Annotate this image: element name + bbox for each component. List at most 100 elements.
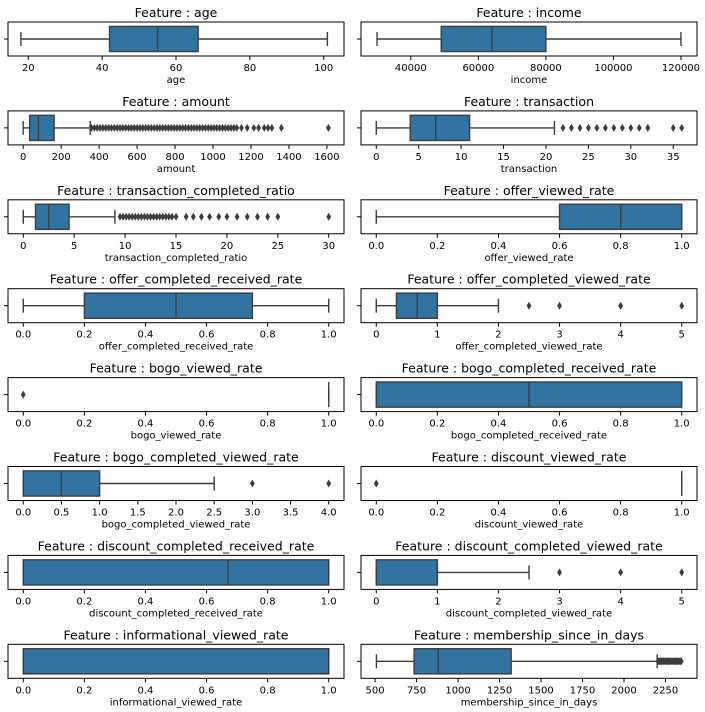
x-tick-label: 0.4 bbox=[138, 685, 154, 696]
x-tick-label: 0.8 bbox=[260, 596, 276, 607]
outlier-point bbox=[679, 123, 685, 132]
outlier-point bbox=[157, 212, 163, 221]
x-axis-label: age bbox=[167, 75, 186, 86]
outlier-point bbox=[134, 123, 140, 132]
chart-6: Feature : offer_completed_received_rate 0… bbox=[4, 272, 345, 353]
x-tick-label: 30 bbox=[624, 152, 637, 163]
outlier-point bbox=[275, 212, 281, 221]
outlier-point bbox=[132, 212, 138, 221]
chart-8: Feature : bogo_viewed_rate 0.0 0.2 0.4 0.6 0.… bbox=[4, 361, 345, 442]
chart-title: Feature : income bbox=[476, 5, 581, 20]
x-tick-label: 800 bbox=[166, 152, 185, 163]
chart-title: Feature : offer_viewed_rate bbox=[444, 183, 615, 198]
outlier-point bbox=[619, 123, 625, 132]
x-tick-label: 1.0 bbox=[674, 419, 690, 430]
x-tick-label: 120000 bbox=[662, 63, 700, 74]
x-tick-label: 500 bbox=[366, 685, 385, 696]
x-tick-label: 0.2 bbox=[429, 241, 445, 252]
outlier-point bbox=[151, 123, 157, 132]
x-tick-label: 4 bbox=[617, 330, 623, 341]
x-tick-label: 2000 bbox=[611, 685, 636, 696]
x-tick-label: 0.6 bbox=[552, 419, 568, 430]
outlier-point bbox=[120, 212, 126, 221]
outlier-point bbox=[138, 212, 144, 221]
outlier-point bbox=[207, 212, 212, 221]
outlier-point bbox=[151, 212, 156, 221]
x-tick-label: 30 bbox=[322, 241, 335, 252]
box-iqr bbox=[34, 203, 70, 231]
x-tick-label: 0.2 bbox=[429, 508, 445, 519]
outlier-point bbox=[154, 123, 160, 132]
x-tick-label: 15 bbox=[170, 241, 183, 252]
chart-title: Feature : discount_completed_received_ra… bbox=[38, 538, 315, 553]
x-tick-label: 20 bbox=[22, 63, 35, 74]
outlier-point bbox=[203, 123, 208, 132]
x-tick-label: 0.2 bbox=[429, 419, 445, 430]
x-tick-label: 1.0 bbox=[321, 419, 337, 430]
plot-frame bbox=[7, 377, 345, 413]
outlier-point bbox=[557, 568, 562, 577]
plot-frame bbox=[360, 466, 698, 501]
chart-3: Feature : transaction 0 5 10 15 20 25 30 35 trans… bbox=[357, 94, 698, 175]
x-tick-label: 1400 bbox=[276, 152, 301, 163]
outlier-point bbox=[679, 568, 685, 577]
outlier-point bbox=[326, 212, 332, 221]
outlier-point bbox=[148, 123, 154, 132]
x-tick-label: 25 bbox=[582, 152, 595, 163]
chart-title: Feature : offer_completed_received_rate bbox=[50, 272, 303, 287]
chart-7: Feature : offer_completed_viewed_rate 0 1 2… bbox=[357, 272, 698, 353]
x-axis-label: bogo_completed_viewed_rate bbox=[102, 520, 251, 531]
outlier-point bbox=[220, 123, 225, 132]
outlier-point bbox=[114, 123, 120, 132]
outlier-point bbox=[106, 123, 112, 132]
chart-title: Feature : transaction_completed_ratio bbox=[57, 183, 295, 198]
outlier-point bbox=[140, 123, 146, 132]
x-tick-label: 1.5 bbox=[130, 508, 146, 519]
outlier-point bbox=[131, 123, 137, 132]
outlier-point bbox=[111, 123, 117, 132]
x-axis-label: discount_completed_viewed_rate bbox=[446, 608, 612, 619]
x-tick-label: 4 bbox=[617, 596, 623, 607]
x-tick-label: 0.4 bbox=[138, 330, 154, 341]
x-tick-label: 1000 bbox=[200, 152, 225, 163]
outlier-point bbox=[123, 123, 129, 132]
x-tick-label: 0.4 bbox=[491, 241, 507, 252]
box-iqr bbox=[83, 292, 254, 319]
outlier-point bbox=[169, 212, 175, 221]
outlier-point bbox=[557, 301, 562, 310]
outlier-point bbox=[244, 212, 250, 221]
outlier-point bbox=[142, 212, 147, 221]
outlier-point bbox=[94, 123, 100, 132]
chart-title: Feature : offer_completed_viewed_rate bbox=[407, 272, 651, 287]
outlier-point bbox=[569, 123, 574, 132]
outlier-point bbox=[20, 390, 26, 399]
x-tick-label: 0.8 bbox=[260, 330, 276, 341]
box-iqr bbox=[375, 559, 439, 586]
chart-12: Feature : discount_completed_received_ra… bbox=[4, 538, 345, 619]
outlier-point bbox=[143, 123, 149, 132]
outlier-point bbox=[163, 123, 168, 132]
x-tick-label: 0.6 bbox=[199, 685, 215, 696]
chart-13: Feature : discount_completed_viewed_rate… bbox=[357, 538, 698, 619]
box-iqr bbox=[409, 114, 471, 142]
x-tick-label: 1 bbox=[434, 596, 440, 607]
outlier-point bbox=[146, 123, 151, 132]
x-tick-label: 0.6 bbox=[199, 419, 215, 430]
x-tick-label: 2.5 bbox=[206, 508, 222, 519]
outlier-point bbox=[239, 123, 244, 132]
outlier-point bbox=[166, 123, 171, 132]
x-tick-label: 15 bbox=[497, 152, 510, 163]
x-tick-label: 0.0 bbox=[15, 508, 31, 519]
outlier-point bbox=[265, 123, 271, 132]
x-axis-label: offer_viewed_rate bbox=[484, 253, 573, 264]
outlier-point bbox=[278, 123, 284, 132]
chart-title: Feature : membership_since_in_days bbox=[414, 627, 644, 642]
outlier-point bbox=[678, 657, 684, 666]
x-tick-label: 0.0 bbox=[368, 508, 384, 519]
outlier-point bbox=[199, 212, 204, 221]
x-tick-label: 20 bbox=[540, 152, 553, 163]
x-axis-label: discount_viewed_rate bbox=[475, 520, 583, 531]
outlier-point bbox=[249, 479, 255, 488]
x-tick-label: 0.2 bbox=[76, 330, 92, 341]
